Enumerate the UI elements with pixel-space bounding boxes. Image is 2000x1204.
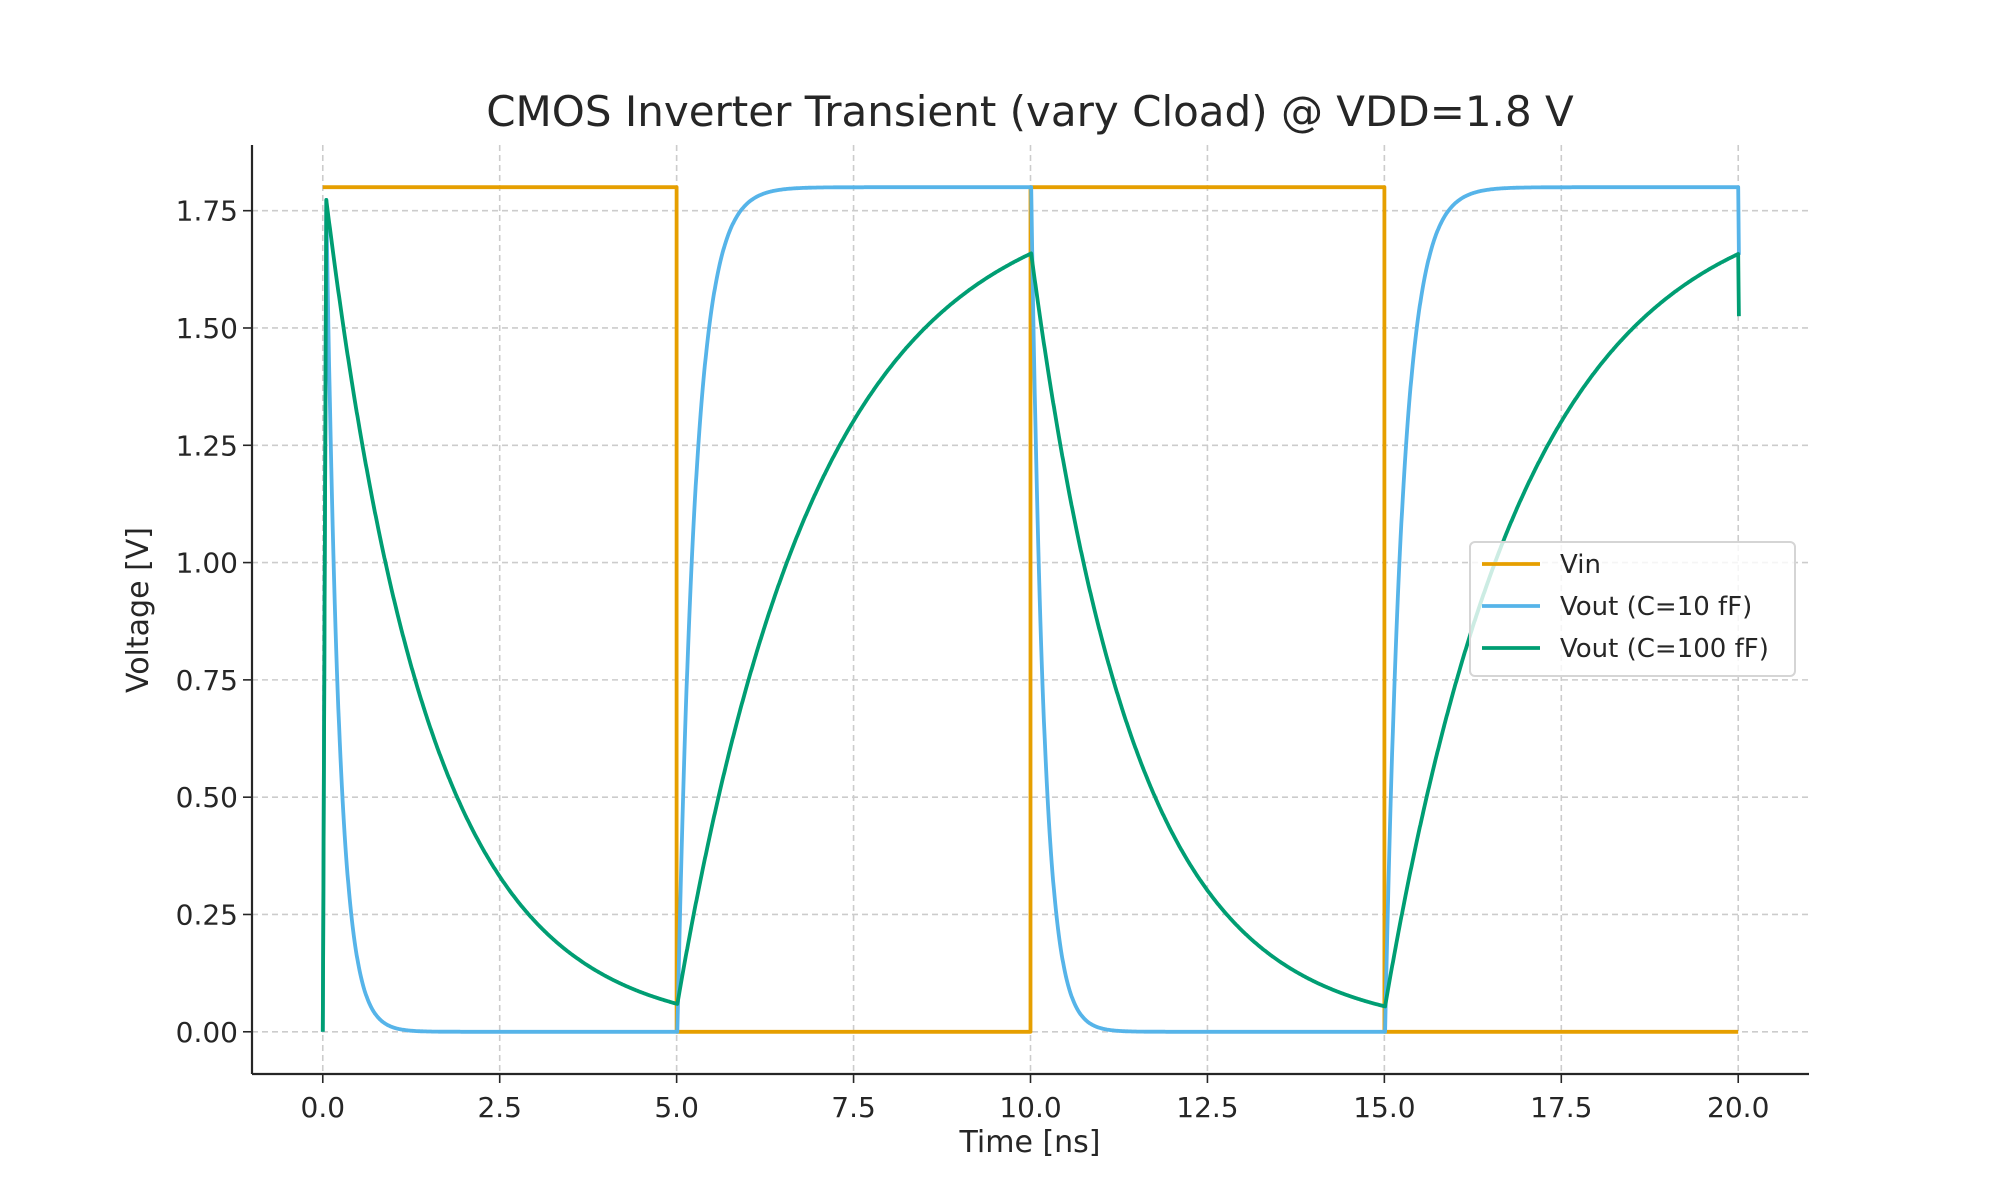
- x-tick-label: 12.5: [1176, 1091, 1238, 1124]
- series-line-0: [322, 185, 1739, 1034]
- legend-box: [1469, 541, 1796, 677]
- x-tick-label: 2.5: [477, 1091, 522, 1124]
- y-tick-label: 1.25: [176, 429, 238, 462]
- series-line-2: [320, 198, 1741, 1032]
- y-tick-label: 0.25: [176, 898, 238, 931]
- x-tick-label: 10.0: [999, 1091, 1061, 1124]
- legend: Vin Vout (C=10 fF) Vout (C=100 fF): [1469, 541, 1796, 677]
- y-tick-label: 0.00: [176, 1016, 238, 1049]
- y-tick-label: 1.00: [176, 547, 238, 580]
- y-tick-label: 1.50: [176, 312, 238, 345]
- legend-label: Vout (C=10 fF): [1560, 592, 1752, 622]
- x-tick-label: 15.0: [1353, 1091, 1415, 1124]
- x-tick-label: 7.5: [831, 1091, 876, 1124]
- y-axis-label: Voltage [V]: [121, 527, 156, 693]
- legend-label: Vin: [1560, 550, 1601, 580]
- axes: 0.0 2.5 5.0 7.5 10.0 12.5 15.0 17.5 20.0 0.00 0.25…: [176, 145, 1809, 1124]
- chart-title: CMOS Inverter Transient (vary Cload) @ V…: [486, 87, 1574, 136]
- y-tick-label: 0.50: [176, 781, 238, 814]
- x-tick-label: 17.5: [1530, 1091, 1592, 1124]
- x-tick-label: 0.0: [301, 1091, 346, 1124]
- series-group: [320, 185, 1741, 1034]
- y-tick-label: 0.75: [176, 664, 238, 697]
- x-tick-label: 20.0: [1707, 1091, 1769, 1124]
- x-axis-label: Time [ns]: [958, 1125, 1100, 1160]
- legend-label: Vout (C=100 fF): [1560, 634, 1769, 664]
- y-tick-label: 1.75: [176, 195, 238, 228]
- x-tick-label: 5.0: [654, 1091, 699, 1124]
